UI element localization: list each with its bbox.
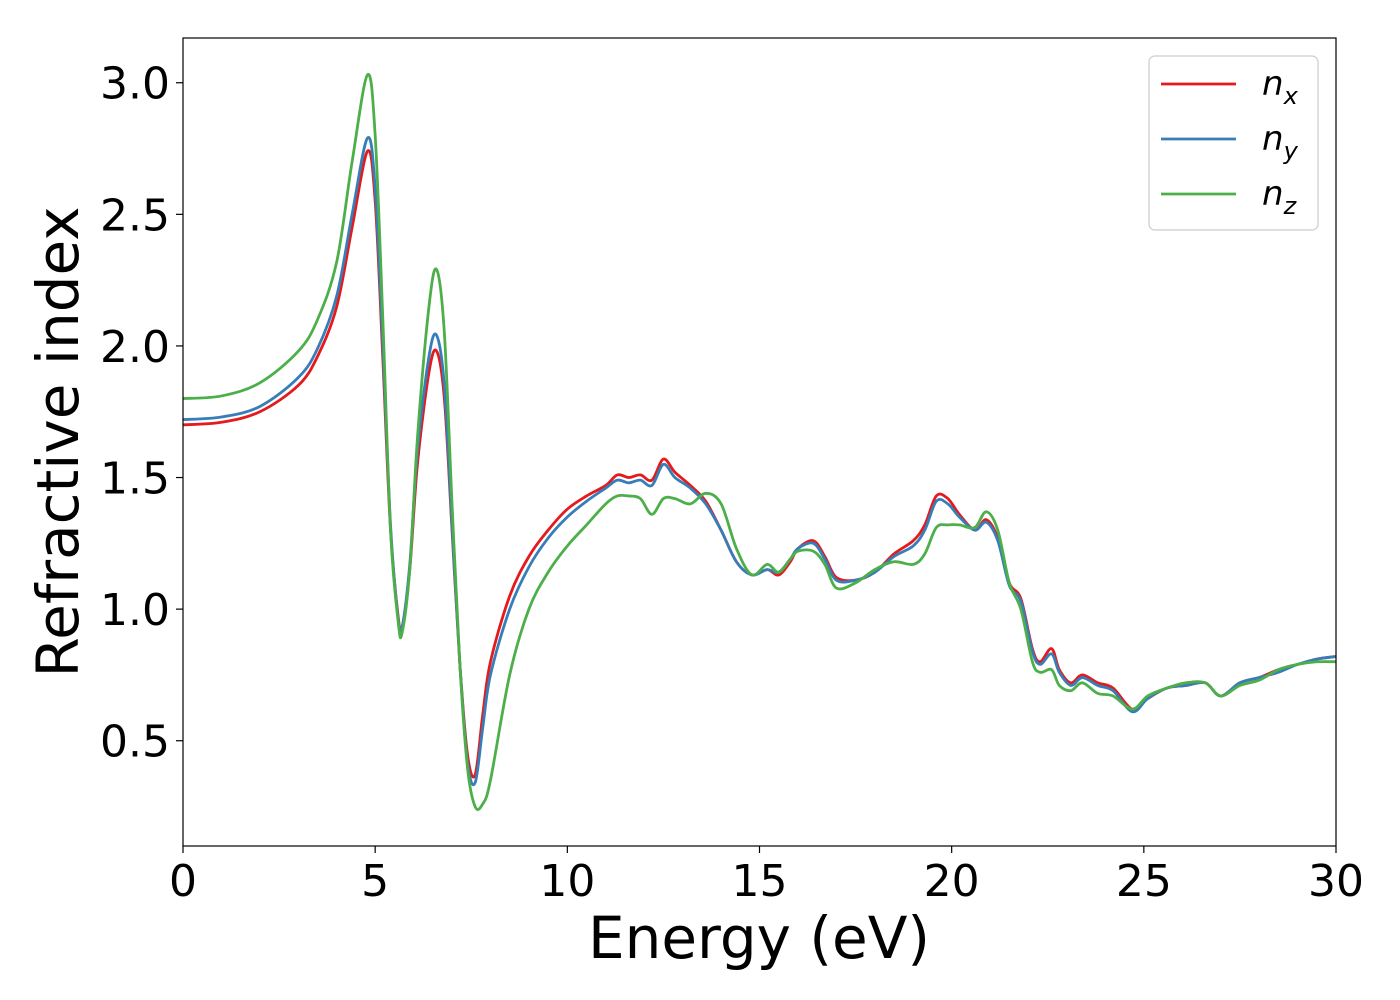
y-tick-label: 1.0	[100, 585, 170, 636]
legend-subscript-z: z	[1283, 192, 1298, 220]
x-tick-label: 5	[361, 856, 389, 907]
series-line-n-y	[182, 136, 1337, 787]
y-tick-label: 0.5	[100, 717, 170, 768]
plot-lines	[182, 73, 1337, 811]
y-tick-label: 1.5	[100, 454, 170, 505]
y-axis-ticks: 0.5 1.0 1.5 2.0 2.5 3.0	[100, 59, 183, 768]
y-axis-label: Refractive index	[24, 206, 92, 677]
series-line-n-x	[182, 149, 1337, 779]
legend-box	[1148, 55, 1319, 231]
x-axis-label: Energy (eV)	[588, 904, 930, 972]
y-tick-label: 2.5	[100, 190, 170, 241]
x-tick-label: 30	[1308, 856, 1364, 907]
y-tick-label: 3.0	[100, 59, 170, 110]
y-tick-label: 2.0	[100, 322, 170, 373]
x-tick-label: 0	[169, 856, 197, 907]
legend-subscript-y: y	[1283, 137, 1299, 165]
x-tick-label: 10	[539, 856, 595, 907]
x-axis-ticks: 0 5 10 15 20 25 30	[169, 846, 1364, 907]
series-line-n-z	[182, 73, 1337, 811]
x-tick-label: 20	[924, 856, 980, 907]
legend-subscript-x: x	[1283, 82, 1299, 110]
x-tick-label: 15	[732, 856, 788, 907]
x-tick-label: 25	[1116, 856, 1172, 907]
